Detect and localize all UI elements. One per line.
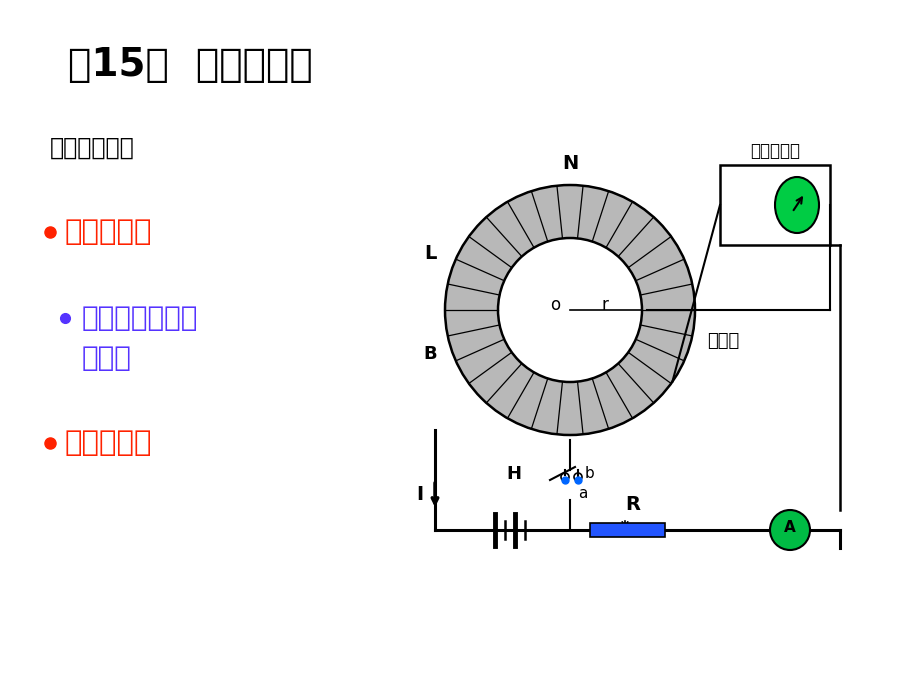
Text: H: H — [505, 465, 521, 483]
Circle shape — [769, 510, 809, 550]
Text: r: r — [601, 296, 607, 314]
Text: 有介质时安培环: 有介质时安培环 — [82, 304, 199, 332]
Text: 冲击电流计: 冲击电流计 — [749, 142, 800, 160]
Ellipse shape — [774, 177, 818, 233]
Text: L: L — [425, 244, 437, 264]
Circle shape — [497, 238, 641, 382]
Bar — [720, 165, 829, 245]
Text: B: B — [423, 345, 437, 363]
Text: R: R — [624, 495, 640, 514]
Text: o: o — [550, 296, 560, 314]
Text: a: a — [577, 486, 586, 500]
Text: I: I — [415, 486, 423, 504]
Text: 磁介质磁化: 磁介质磁化 — [65, 218, 153, 246]
Text: 路定理: 路定理 — [82, 344, 131, 372]
Text: 铁磁质: 铁磁质 — [706, 333, 739, 351]
Text: 第15章  磁介质磁化: 第15章 磁介质磁化 — [68, 46, 312, 84]
Text: 本章主要内容: 本章主要内容 — [50, 136, 134, 160]
Text: 三种磁介质: 三种磁介质 — [65, 429, 153, 457]
Text: www.zixin.com: www.zixin.com — [482, 330, 637, 350]
Text: b: b — [584, 466, 594, 480]
Circle shape — [445, 185, 694, 435]
Bar — [589, 523, 664, 537]
Text: N: N — [562, 154, 577, 173]
Text: A: A — [783, 520, 795, 535]
